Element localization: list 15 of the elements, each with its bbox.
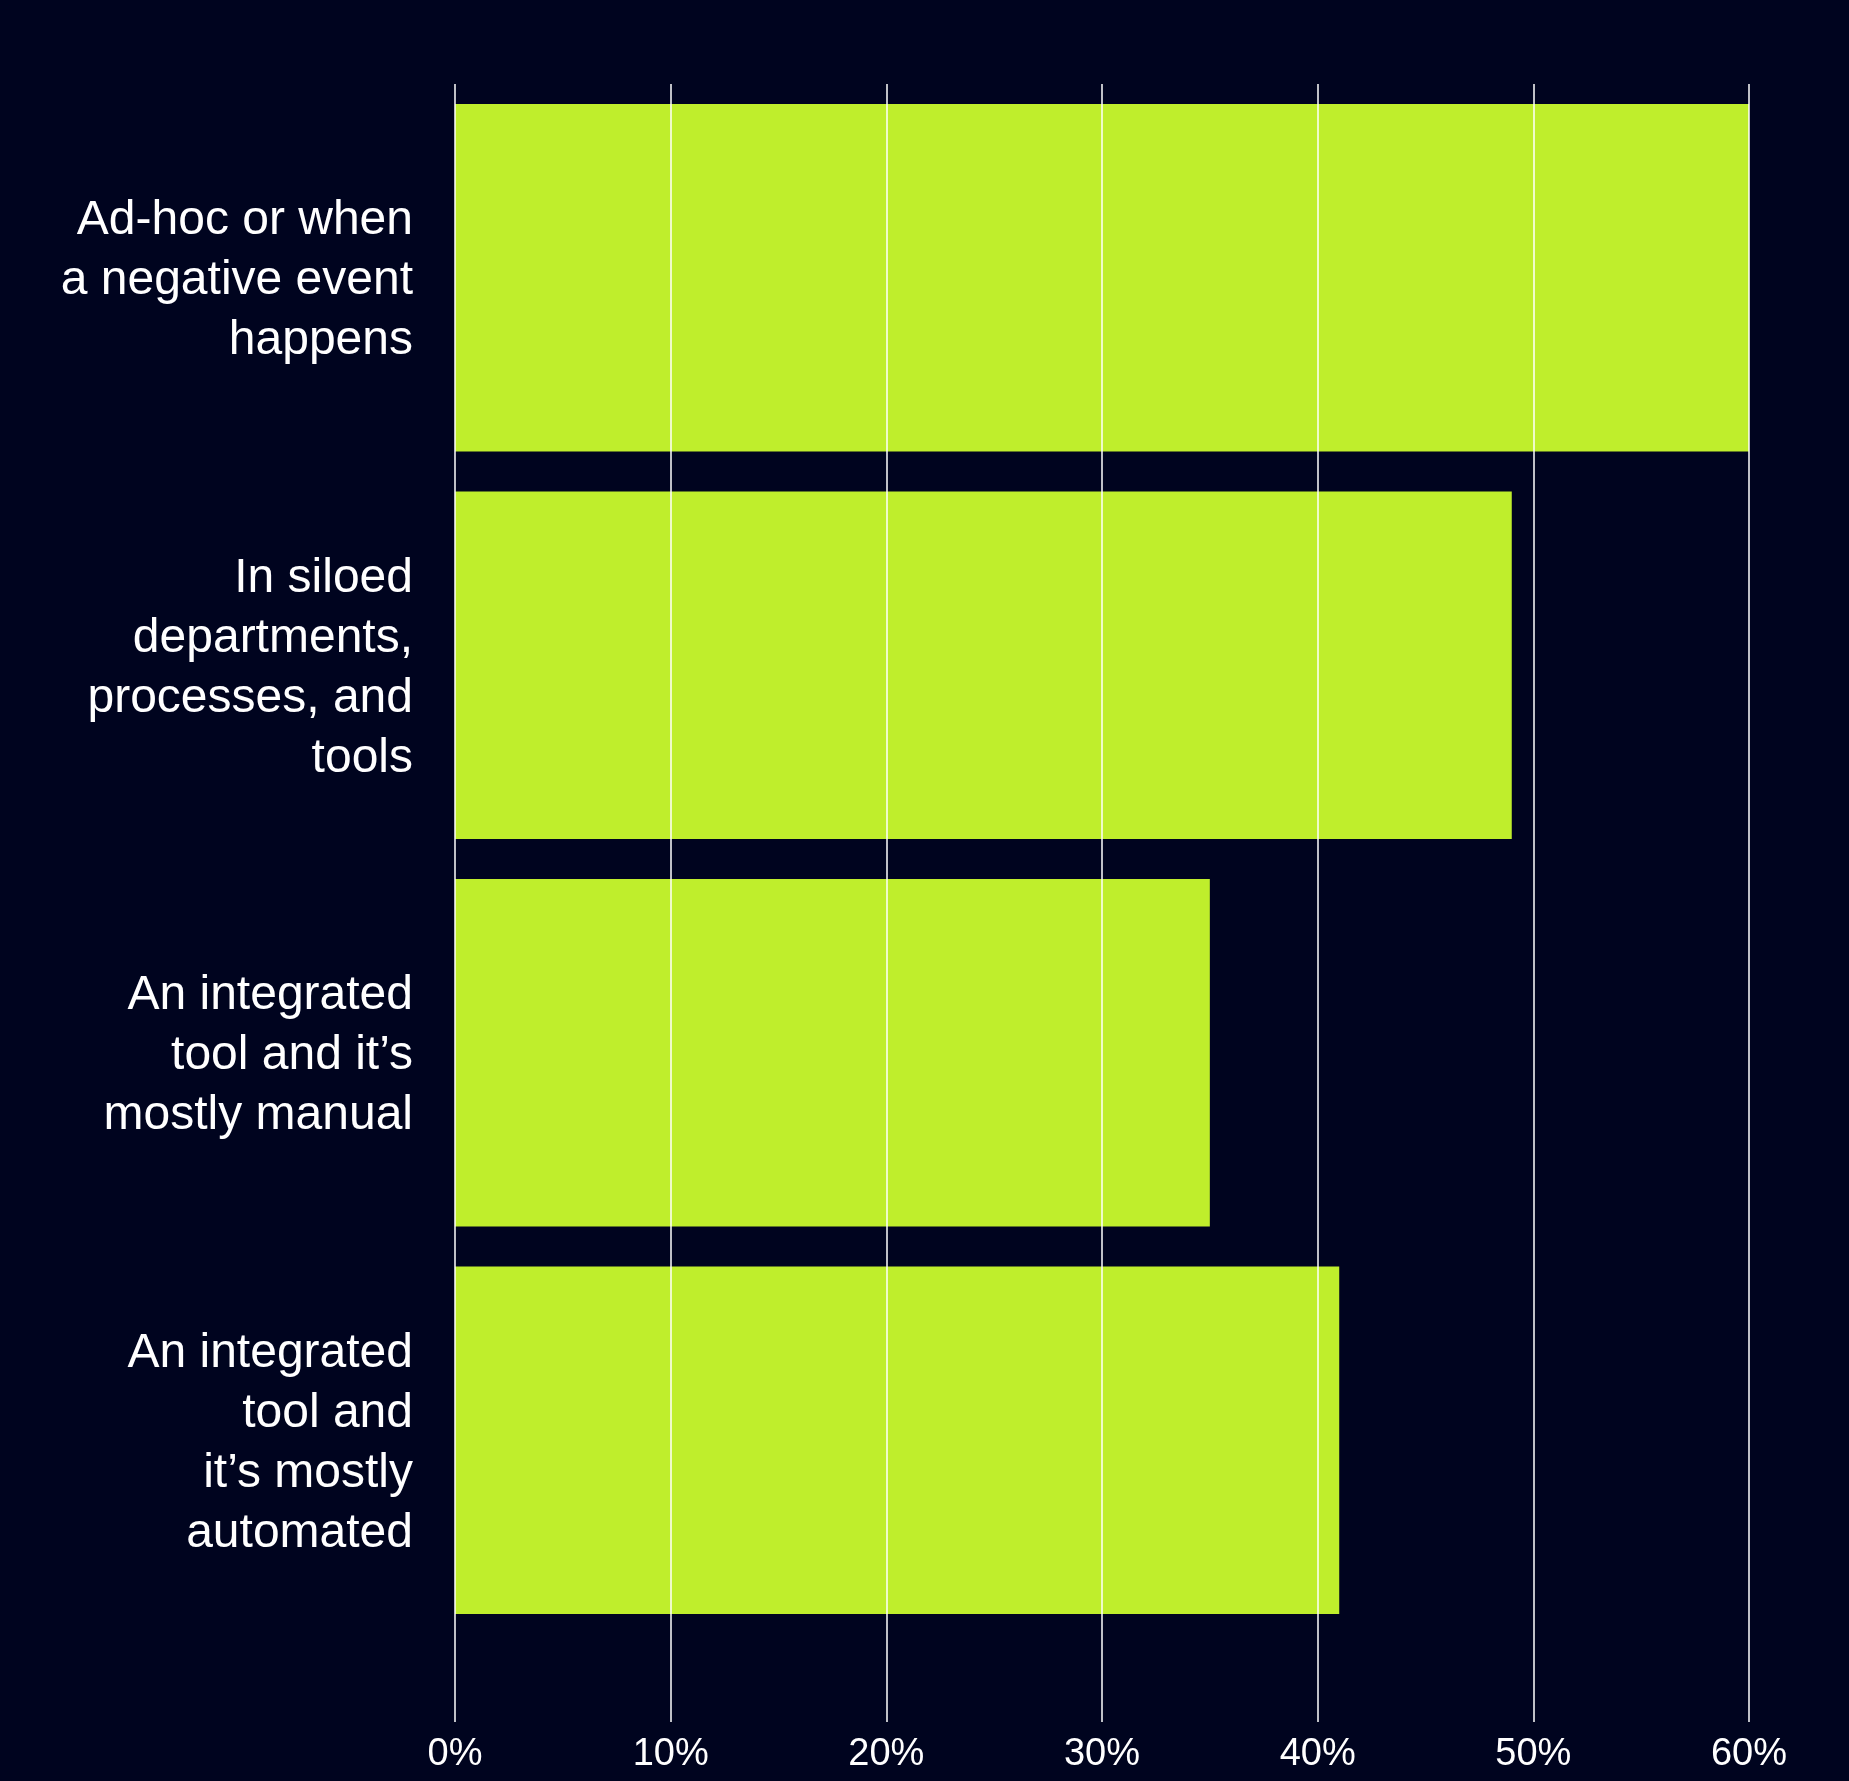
x-tick-label: 0% <box>427 1731 483 1773</box>
y-tick-label: An integrated tool and it’s mostly manual <box>103 966 413 1140</box>
bar <box>455 103 1749 452</box>
x-tick-label: 50% <box>1495 1731 1572 1773</box>
bar <box>455 491 1512 840</box>
x-tick-label: 40% <box>1279 1731 1356 1773</box>
x-tick-label: 60% <box>1710 1731 1788 1773</box>
x-tick-label: 10% <box>632 1731 709 1773</box>
bar <box>455 1266 1340 1615</box>
y-tick-label: In siloed departments, processes, and tools <box>87 548 413 782</box>
y-tick-label: An integrated tool and it’s mostly automated <box>127 1323 413 1557</box>
y-tick-label: Ad-hoc or when a negative event happens <box>60 191 413 365</box>
x-tick-label: 30% <box>1063 1731 1141 1773</box>
bar <box>455 878 1210 1227</box>
x-tick-label: 20% <box>848 1731 925 1773</box>
